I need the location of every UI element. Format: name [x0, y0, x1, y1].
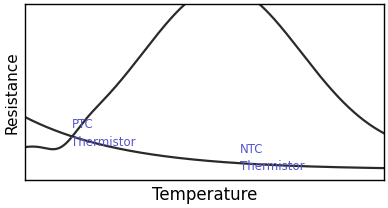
- Text: Thermistor: Thermistor: [240, 160, 305, 173]
- Text: PTC: PTC: [71, 118, 93, 131]
- Y-axis label: Resistance: Resistance: [4, 51, 19, 134]
- Text: NTC: NTC: [240, 143, 264, 156]
- Text: Thermistor: Thermistor: [71, 136, 136, 149]
- X-axis label: Temperature: Temperature: [152, 186, 257, 204]
